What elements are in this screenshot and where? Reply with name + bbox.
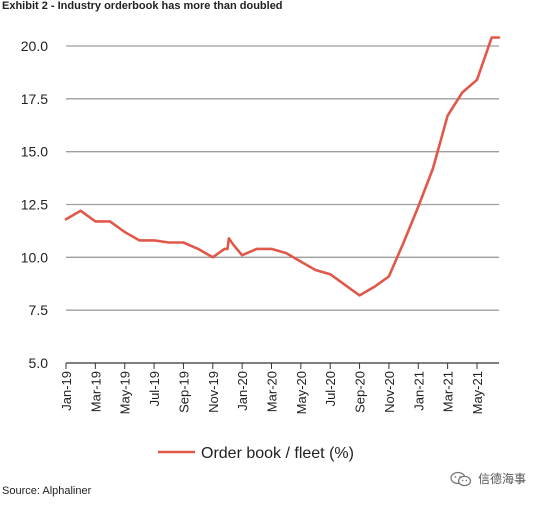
x-tick-label: Mar-21 [441,371,456,412]
x-tick-label: Nov-19 [206,371,221,413]
legend: Order book / fleet (%) [158,445,354,462]
series-line [64,36,501,297]
x-tick-label: Jan-21 [411,371,426,411]
x-tick-label: Nov-20 [382,371,397,413]
x-tick-label: May-19 [118,371,133,414]
x-tick-label: Mar-20 [264,371,279,412]
x-tick-label: Jan-19 [59,371,74,411]
wechat-icon [450,471,472,486]
y-tick-label: 17.5 [21,91,48,107]
x-tick-label: May-21 [470,371,485,414]
grid-lines [66,45,499,311]
y-tick-label: 15.0 [21,144,48,160]
line-chart: 20.0 17.5 15.0 12.5 10.0 7.5 5.0 Jan-19 Mar-19 M… [21,36,501,462]
x-axis: Jan-19 Mar-19 May-19 Jul-19 Sep-19 Nov-19 Jan-… [59,362,499,414]
y-tick-label: 10.0 [21,249,48,265]
watermark-text: 信德海事 [478,472,527,486]
x-tick-label: May-20 [294,371,309,414]
y-axis-labels: 20.0 17.5 15.0 12.5 10.0 7.5 5.0 [21,38,48,371]
y-tick-label: 20.0 [21,38,48,54]
x-tick-label: Jul-20 [323,371,338,406]
x-tick-label: Mar-19 [88,371,103,412]
x-tick-label: Jan-20 [235,371,250,411]
watermark: 信德海事 [450,470,526,487]
series-lines [64,36,501,297]
chart-title: Exhibit 2 - Industry orderbook has more … [2,0,283,12]
y-tick-label: 12.5 [21,197,48,213]
legend-label: Order book / fleet (%) [201,445,354,462]
source-note: Source: Alphaliner [2,485,92,497]
x-tick-label: Jul-19 [147,371,162,406]
y-tick-label: 7.5 [29,302,49,318]
y-tick-label: 5.0 [29,355,49,371]
x-tick-label: Sep-20 [353,371,368,413]
x-tick-label: Sep-19 [176,371,191,413]
